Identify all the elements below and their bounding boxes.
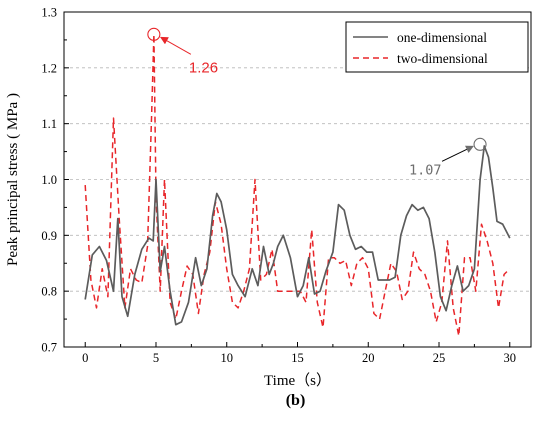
legend: one-dimensional two-dimensional bbox=[345, 21, 529, 73]
y-tick-label: 1.3 bbox=[41, 6, 57, 20]
x-tick-label: 20 bbox=[362, 351, 375, 365]
series-lines bbox=[84, 33, 511, 337]
y-tick-label: 0.7 bbox=[41, 341, 57, 355]
x-tick-label: 0 bbox=[82, 351, 88, 365]
grid-lines bbox=[64, 67, 531, 292]
panel-label: (b) bbox=[286, 392, 306, 409]
legend-label-two-dimensional: two-dimensional bbox=[397, 51, 488, 66]
x-tick-label: 25 bbox=[433, 351, 446, 365]
legend-label-one-dimensional: one-dimensional bbox=[397, 30, 487, 45]
x-tick-label: 5 bbox=[153, 351, 159, 365]
x-tick-label: 15 bbox=[291, 351, 304, 365]
axis-ticks: 0.7 0.8 0.9 1.0 1.1 1.2 1.3 0 5 10 15 20 25 30 bbox=[41, 6, 516, 366]
peak-label-two-dimensional: 1.26 bbox=[189, 59, 218, 76]
y-tick-label: 0.8 bbox=[41, 285, 57, 299]
peak-marker-two-dimensional bbox=[147, 27, 161, 41]
peak-label-one-dimensional: 1.07 bbox=[409, 162, 442, 178]
y-tick-label: 1.0 bbox=[41, 173, 57, 187]
legend-box bbox=[345, 21, 529, 73]
x-axis-label: Time（s） bbox=[264, 372, 331, 389]
y-tick-label: 1.1 bbox=[41, 117, 57, 131]
peak-marker-one-dimensional bbox=[473, 137, 487, 151]
y-tick-label: 0.9 bbox=[41, 229, 57, 243]
annotations: 1.26 1.07 bbox=[147, 27, 487, 178]
peak-arrow-two-dimensional bbox=[159, 36, 192, 55]
series-line-one-dimensional bbox=[84, 145, 511, 326]
peak-arrow-one-dimensional bbox=[441, 145, 474, 162]
series-line-two-dimensional bbox=[84, 33, 511, 337]
y-tick-label: 1.2 bbox=[41, 61, 57, 75]
x-tick-label: 30 bbox=[504, 351, 517, 365]
x-tick-label: 10 bbox=[220, 351, 233, 365]
y-axis-label: Peak principal stress ( MPa ) bbox=[5, 93, 21, 266]
